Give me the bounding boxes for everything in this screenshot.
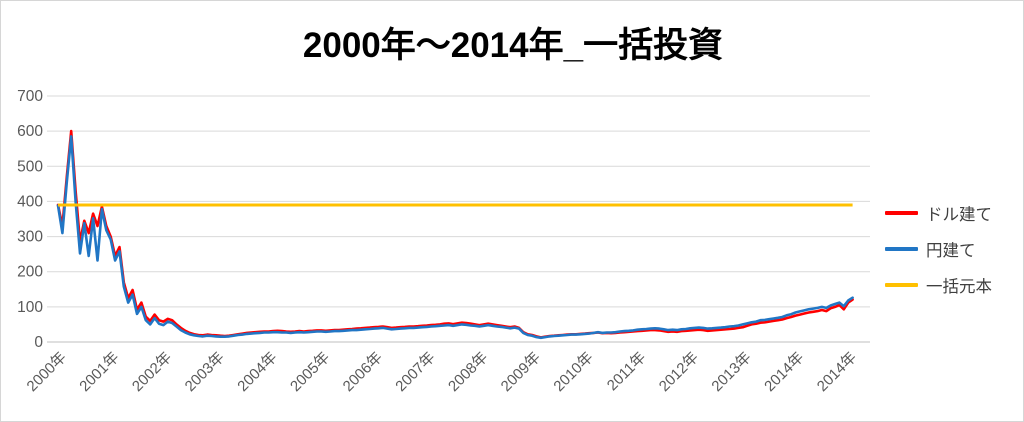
legend-label: ドル建て [926,206,992,224]
x-axis-label: 2014年 [814,349,860,395]
series-line-1 [56,135,854,340]
legend-swatch-icon [885,247,918,251]
x-axis-label: 2004年 [234,349,280,395]
x-axis-label: 2001年 [76,349,122,395]
y-axis-label: 400 [17,193,43,210]
y-axis-label: 0 [34,334,43,351]
series-line-0 [56,129,854,339]
x-axis-label: 2007年 [392,349,438,395]
x-axis-label: 2002年 [129,349,175,395]
x-axis-label: 2009年 [498,349,544,395]
x-axis-label: 2014年 [761,349,807,395]
y-axis-label: 300 [17,229,43,246]
legend-item-2: 一括元本 [885,267,992,303]
y-axis-label: 100 [17,299,43,316]
x-axis-label: 2000年 [24,349,70,395]
x-axis-label: 2006年 [340,349,386,395]
x-axis-label: 2012年 [656,349,702,395]
y-axis-label: 500 [17,158,43,175]
legend-swatch-icon [885,211,918,215]
y-axis-label: 600 [17,123,43,140]
chart-title: 2000年～2014年_一括投資 [302,26,724,65]
x-axis-label: 2010年 [550,349,596,395]
x-axis-label: 2011年 [604,349,649,394]
legend-item-1: 円建て [885,231,992,267]
x-axis-label: 2013年 [708,349,754,395]
legend-swatch-icon [885,283,918,287]
y-axis-label: 700 [17,88,43,105]
x-axis-label: 2008年 [445,349,491,395]
y-axis-label: 200 [17,264,43,281]
x-axis-label: 2005年 [287,349,333,395]
legend-label: 一括元本 [926,278,992,296]
legend: ドル建て円建て一括元本 [885,195,992,303]
x-axis-label: 2003年 [182,349,228,395]
legend-item-0: ドル建て [885,195,992,231]
legend-label: 円建て [926,242,976,260]
